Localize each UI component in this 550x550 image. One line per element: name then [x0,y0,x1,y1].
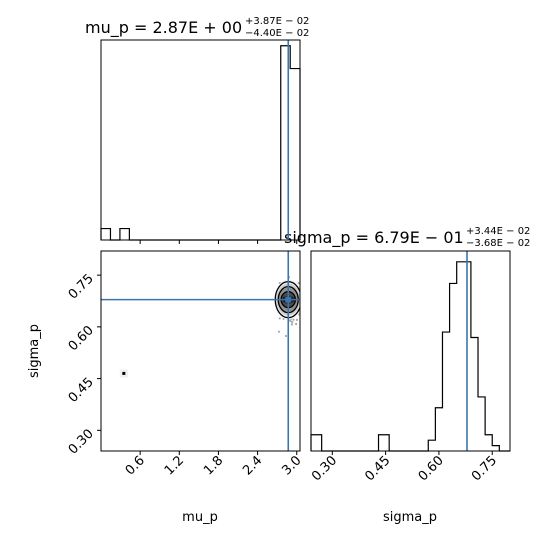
joint-xtick-label-0: 0.6 [123,453,148,478]
joint-sample-point [305,303,307,305]
joint-sample-point [297,282,300,285]
x-axis-label-sigma-p: sigma_p [383,510,437,525]
sigma-p-xtick-label-2: 0.60 [416,453,447,484]
mu-p-title: mu_p = 2.87E + 00 [85,18,242,38]
sigma-p-title-sub: −3.68E − 02 [466,238,530,249]
joint-xtick-label-4: 3.0 [279,453,304,478]
sigma-p-title: sigma_p = 6.79E − 01 [284,228,464,248]
joint-sample-point [291,321,294,324]
joint-xtick-label-1: 1.2 [162,453,187,478]
joint-density [274,276,307,338]
joint-scatter-panel: 0.6 1.2 1.8 2.4 3.0 0.30 0.45 0.60 0.75 [66,250,307,478]
joint-sample-point [290,323,294,326]
joint-sample-point [295,318,299,321]
joint-sample-point [292,318,295,321]
sigma-p-histogram-step [310,261,510,452]
joint-sample-point [277,330,281,333]
mu-p-title-sub: −4.40E − 02 [245,28,309,39]
joint-xtick-label-3: 2.4 [240,453,265,478]
joint-ytick-label-3: 0.75 [66,271,97,302]
joint-ytick-label-0: 0.30 [66,427,97,458]
joint-sample-point [284,334,287,338]
joint-frame [100,250,301,452]
joint-ytick-label-2: 0.60 [66,323,97,354]
mu-p-histogram-step [100,45,301,241]
sigma-p-xtick-label-1: 0.45 [362,453,393,484]
joint-xtick-label-2: 1.8 [201,453,226,478]
joint-sample-point [289,319,292,322]
joint-sample-point [278,317,281,320]
sigma-p-title-sup: +3.44E − 02 [466,226,530,237]
mu-p-histogram-panel [100,39,301,244]
sigma-p-histogram-panel: 0.30 0.45 0.60 0.75 [309,250,511,484]
sigma-p-xtick-label-0: 0.30 [309,453,340,484]
joint-sample-point [295,322,298,326]
x-axis-label-mu-p: mu_p [182,510,218,525]
sigma-p-frame [310,250,511,452]
sigma-p-xtick-label-3: 0.75 [469,453,500,484]
y-axis-label-sigma-p: sigma_p [27,324,42,378]
mu-p-frame [100,39,301,241]
joint-truth-marker [285,296,292,303]
joint-ytick-label-1: 0.45 [66,375,97,406]
mu-p-title-sup: +3.87E − 02 [245,16,309,27]
joint-outlier-point [122,371,126,375]
